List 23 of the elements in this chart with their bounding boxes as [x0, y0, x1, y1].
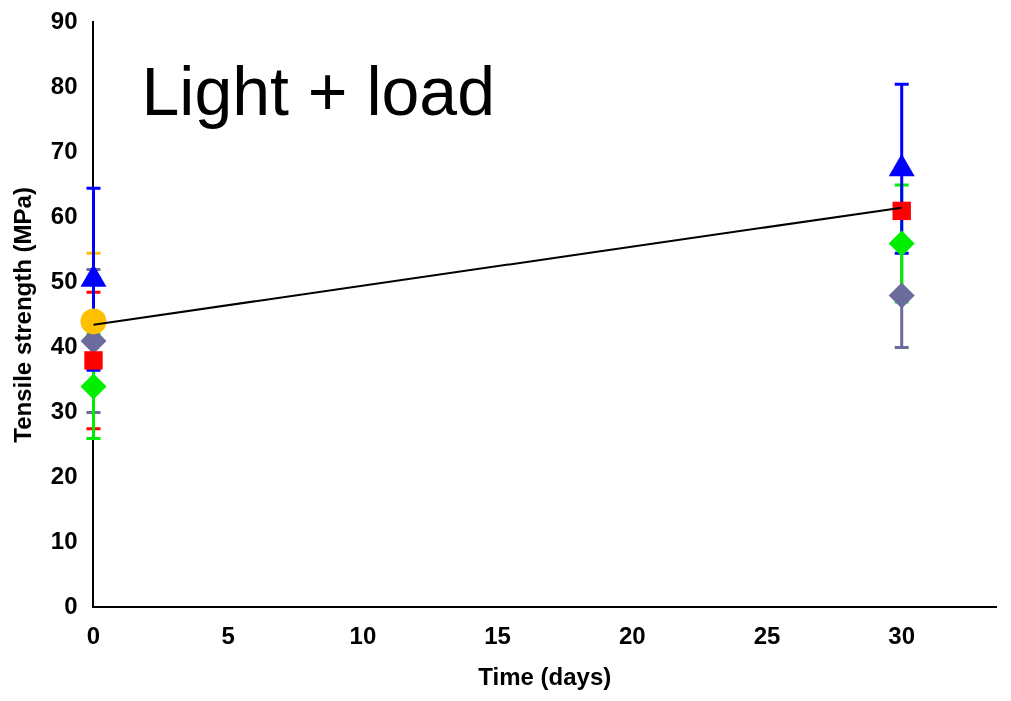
- x-tick-label: 15: [484, 622, 511, 650]
- x-tick-label: 20: [618, 622, 646, 650]
- y-tick-label: 20: [50, 462, 78, 490]
- x-tick-label: 0: [86, 622, 101, 650]
- annotation: Light + load: [141, 53, 496, 130]
- y-tick-label: 0: [64, 592, 78, 620]
- y-tick-label: 50: [50, 267, 78, 295]
- x-tick-label: 10: [349, 622, 377, 650]
- y-tick-label: 90: [50, 7, 78, 35]
- x-tick-label: 30: [888, 622, 916, 650]
- x-tick-label: 25: [753, 622, 781, 650]
- y-tick-label: 70: [50, 137, 78, 165]
- y-tick-label: 60: [50, 202, 78, 230]
- y-tick-label: 40: [50, 332, 78, 360]
- y-tick-label: 10: [50, 527, 78, 555]
- y-axis-title: Tensile strength (MPa): [9, 187, 37, 443]
- y-tick-label: 80: [50, 72, 78, 100]
- point: [892, 201, 911, 221]
- x-tick-label: 5: [221, 622, 235, 650]
- x-axis-title: Time (days): [478, 663, 612, 691]
- point: [888, 230, 915, 257]
- point: [888, 282, 915, 309]
- y-tick-label: 30: [50, 397, 78, 425]
